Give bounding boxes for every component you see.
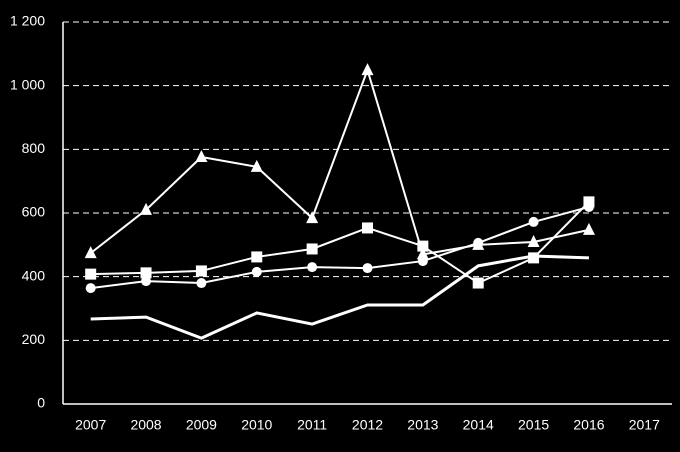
y-tick-label: 200 — [22, 331, 46, 347]
x-tick-label: 2017 — [629, 417, 660, 433]
x-tick-label: 2012 — [352, 417, 383, 433]
triangle-marker — [361, 63, 374, 76]
x-tick-label: 2014 — [463, 417, 494, 433]
x-tick-label: 2015 — [518, 417, 549, 433]
y-tick-label: 1 200 — [10, 13, 45, 29]
circle-marker — [141, 276, 152, 287]
circle-marker — [417, 256, 428, 267]
square-marker — [362, 222, 373, 234]
y-tick-label: 800 — [22, 140, 46, 156]
square-marker — [140, 267, 152, 279]
x-tick-label: 2010 — [241, 417, 272, 433]
y-tick-label: 0 — [37, 395, 45, 411]
x-tick-label: 2016 — [573, 417, 604, 433]
triangle-marker — [84, 246, 97, 259]
circle-marker — [85, 283, 96, 294]
triangle-marker — [306, 211, 319, 224]
circle-marker — [583, 201, 594, 212]
x-tick-label: 2011 — [297, 417, 327, 433]
triangle-marker — [140, 202, 153, 215]
square-marker — [583, 196, 595, 208]
triangle-marker — [416, 247, 429, 260]
triangle-marker — [527, 234, 540, 247]
y-tick-label: 600 — [22, 204, 46, 220]
square-marker — [85, 268, 97, 280]
x-tick-label: 2007 — [75, 417, 106, 433]
circle-marker — [362, 263, 373, 274]
series-line — [90, 201, 590, 285]
x-tick-label: 2008 — [130, 417, 161, 433]
circle-marker — [528, 216, 539, 227]
square-marker — [195, 265, 207, 277]
square-marker — [528, 252, 540, 264]
square-marker — [472, 277, 484, 289]
square-marker — [251, 251, 263, 263]
x-tick-label: 2009 — [186, 417, 217, 433]
triangle-marker — [582, 222, 595, 235]
circle-marker — [307, 262, 318, 273]
y-tick-label: 1 000 — [10, 76, 45, 92]
triangle-marker — [195, 149, 208, 162]
square-marker — [306, 243, 318, 255]
triangle-marker — [250, 159, 263, 172]
series-line — [90, 66, 590, 256]
y-tick-label: 400 — [22, 267, 46, 283]
circle-marker — [196, 278, 207, 289]
circle-marker — [251, 266, 262, 277]
square-marker — [417, 240, 429, 252]
series-line — [90, 254, 590, 340]
x-tick-label: 2013 — [407, 417, 438, 433]
series-line — [90, 205, 590, 290]
circle-marker — [473, 237, 484, 248]
